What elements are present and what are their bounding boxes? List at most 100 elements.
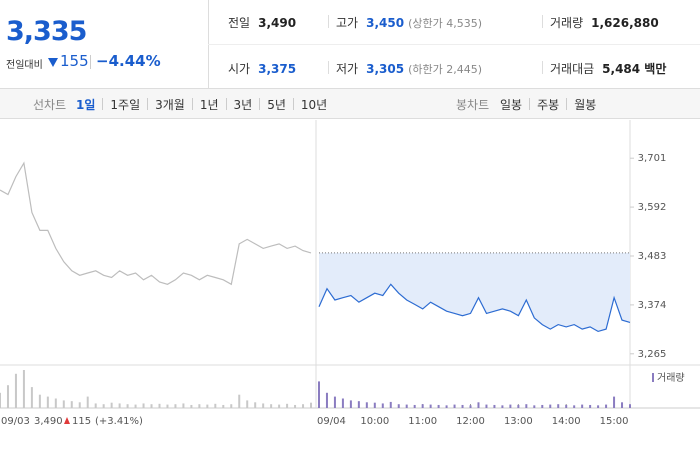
- volume-bar: [605, 404, 608, 408]
- tab-group: 1일 1주일 3개월 1년 3년 5년 10년: [76, 96, 327, 113]
- volume-bar: [46, 396, 49, 408]
- volume-bar: [310, 402, 313, 408]
- volume-bar: [118, 403, 121, 408]
- tab-separator: [147, 98, 149, 110]
- volume-bar: [214, 403, 217, 408]
- volume-bar: [278, 404, 281, 408]
- tab[interactable]: 5년: [267, 98, 286, 112]
- tab-separator: [102, 98, 104, 110]
- volume-bar: [565, 404, 568, 408]
- volume-bar: [373, 402, 376, 408]
- x-tick-label: 10:00: [360, 416, 389, 427]
- header: 3,335 전일대비 155 −4.44% 전일 3,490 고가 3,450 (상한가…: [0, 0, 700, 89]
- volume-bar: [190, 404, 193, 408]
- volume-bar: [469, 405, 472, 408]
- volume-bar: [477, 402, 480, 408]
- stat: 저가 3,305 (하한가 2,445): [336, 60, 482, 77]
- change-pct: −4.44%: [96, 52, 161, 70]
- volume-bar: [397, 404, 400, 408]
- volume-bar: [349, 400, 352, 408]
- volume-bar: [597, 405, 600, 408]
- volume-bar: [325, 392, 328, 408]
- volume-bar: [541, 404, 544, 408]
- volume-bar: [198, 404, 201, 408]
- stat: 고가 3,450 (상한가 4,535): [336, 14, 482, 31]
- y-tick-label: 3,592: [638, 202, 667, 213]
- tab[interactable]: 월봉: [574, 98, 597, 112]
- y-tick-label: 3,265: [638, 349, 667, 360]
- volume-bar: [389, 401, 392, 408]
- stat-label: 거래대금: [550, 62, 595, 76]
- divider: [542, 15, 543, 28]
- stat-value: 3,450: [366, 16, 405, 30]
- stat-value: 3,305: [366, 62, 405, 76]
- tab[interactable]: 1일: [76, 98, 96, 112]
- volume-bar: [262, 403, 265, 408]
- volume-bar: [437, 404, 440, 408]
- stat-label: 시가: [228, 62, 251, 76]
- x-tick-label: 09/04: [317, 416, 346, 427]
- volume-bar: [286, 403, 289, 408]
- tab[interactable]: 1년: [199, 98, 219, 112]
- divider: [328, 61, 329, 74]
- tab-group: 일봉 주봉 월봉: [500, 96, 596, 113]
- legend-label: 거래량: [657, 372, 685, 384]
- stat-note: (하한가 2,445): [408, 63, 482, 76]
- x-tick-label: 13:00: [504, 416, 533, 427]
- volume-bar: [421, 404, 424, 408]
- volume-bar: [30, 387, 33, 408]
- tab[interactable]: 일봉: [500, 98, 523, 112]
- volume-bar: [0, 392, 1, 408]
- tab-group-label: 선차트: [33, 98, 67, 112]
- volume-bar: [134, 404, 137, 408]
- tab-separator: [566, 98, 568, 110]
- tab[interactable]: 주봉: [537, 98, 560, 112]
- change: 155: [60, 52, 89, 70]
- x-tick-label: 09/03: [1, 416, 30, 427]
- volume-bar: [405, 404, 408, 408]
- volume-bar: [166, 404, 169, 408]
- divider: [208, 44, 700, 45]
- stat-value: 5,484 백만: [602, 62, 667, 76]
- stat-value: 1,626,880: [591, 16, 659, 30]
- volume-bar: [6, 385, 9, 408]
- volume-bar: [158, 403, 161, 408]
- up-arrow: [64, 417, 70, 424]
- x-tick-label: 15:00: [600, 416, 629, 427]
- volume-bar: [150, 404, 153, 408]
- volume-bar: [182, 403, 185, 408]
- stat-label: 전일: [228, 16, 251, 30]
- x-tick-label: 14:00: [552, 416, 581, 427]
- volume-bar: [341, 398, 344, 408]
- volume-bar: [294, 404, 297, 408]
- stat-label: 거래량: [550, 16, 584, 30]
- stat-label: 고가: [336, 16, 359, 30]
- price-line: [318, 283, 631, 333]
- tab[interactable]: 3년: [233, 98, 253, 112]
- volume-bar: [453, 404, 456, 408]
- summary-change: 115: [72, 416, 91, 427]
- price-line: [0, 161, 312, 286]
- volume-bar: [509, 404, 512, 408]
- volume-bar: [110, 402, 113, 408]
- volume-bar: [94, 403, 97, 408]
- volume-bar: [102, 404, 105, 408]
- volume-bar: [557, 404, 560, 408]
- volume-bar: [357, 401, 360, 408]
- volume-bar: [38, 394, 41, 408]
- tab[interactable]: 1주일: [110, 98, 141, 112]
- volume-bar: [461, 404, 464, 408]
- down-arrow: [48, 58, 58, 67]
- tab-separator: [259, 98, 261, 110]
- change-label: 전일대비: [6, 60, 43, 71]
- volume-bar: [142, 403, 145, 408]
- volume-bar: [246, 400, 249, 408]
- tab[interactable]: 3개월: [155, 98, 185, 112]
- volume-bar: [621, 402, 624, 408]
- volume-bar: [86, 396, 89, 408]
- tab[interactable]: 10년: [300, 98, 328, 112]
- volume-bar: [54, 398, 57, 408]
- stat-value: 3,375: [258, 62, 297, 76]
- volume-bar: [302, 404, 305, 408]
